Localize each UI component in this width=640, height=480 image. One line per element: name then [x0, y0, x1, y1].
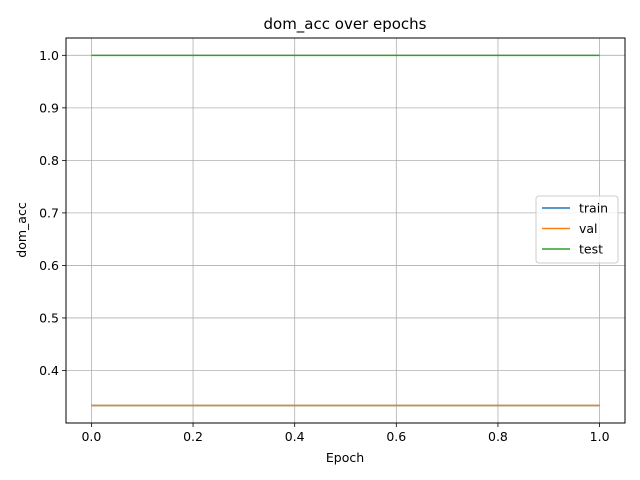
legend-label-test: test	[579, 242, 603, 257]
chart-title: dom_acc over epochs	[264, 15, 427, 34]
x-axis-ticks: 0.0 0.2 0.4 0.6 0.8 1.0	[81, 423, 610, 444]
x-tick-label: 0.6	[386, 429, 406, 444]
x-tick-label: 0.4	[285, 429, 305, 444]
series-lines	[91, 54, 600, 407]
y-axis-label: dom_acc	[14, 202, 29, 258]
plot-frame	[65, 37, 626, 424]
legend: train val test	[535, 195, 619, 264]
x-tick-label: 1.0	[590, 429, 610, 444]
y-tick-label: 0.8	[39, 153, 59, 168]
y-axis-ticks: 0.4 0.5 0.6 0.7 0.8 0.9 1.0	[39, 48, 66, 378]
legend-label-train: train	[579, 201, 608, 216]
legend-box	[535, 195, 619, 264]
y-tick-label: 0.9	[39, 100, 59, 115]
x-tick-label: 0.8	[488, 429, 508, 444]
y-tick-label: 0.5	[39, 310, 59, 325]
x-tick-label: 0.2	[183, 429, 203, 444]
y-tick-label: 0.7	[39, 205, 59, 220]
y-tick-label: 1.0	[39, 48, 59, 63]
x-tick-label: 0.0	[81, 429, 101, 444]
x-axis-label: Epoch	[326, 450, 364, 465]
y-tick-label: 0.6	[39, 258, 59, 273]
legend-label-val: val	[579, 221, 598, 236]
y-tick-label: 0.4	[39, 363, 59, 378]
